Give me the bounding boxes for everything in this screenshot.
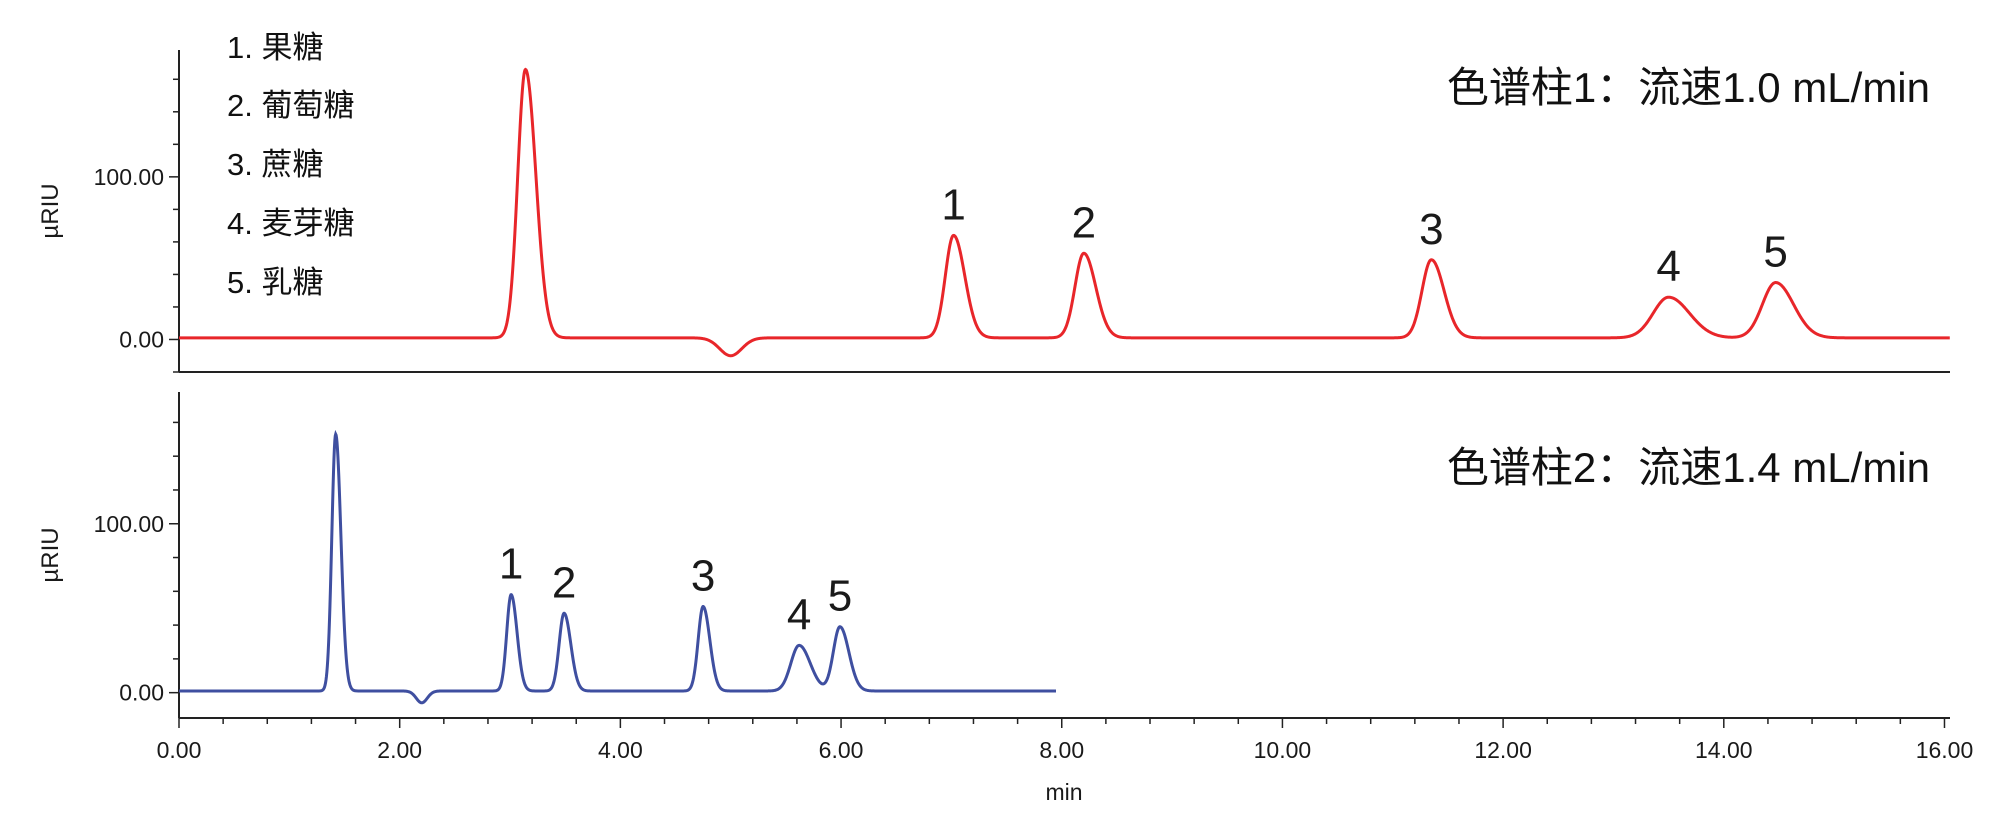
- peak-label-2: 2: [1072, 198, 1096, 247]
- x-axis-label: min: [1045, 779, 1082, 805]
- panel-2-ylabel: µRIU: [37, 527, 64, 582]
- x-tick-label: 14.00: [1695, 737, 1753, 763]
- panel-1-y-tick-label: 100.00: [94, 164, 164, 190]
- x-tick-label: 0.00: [157, 737, 202, 763]
- legend-item-3: 3. 蔗糖: [227, 147, 323, 182]
- panel-2: 色谱柱2：流速1.4 mL/min µRIU 0.00 100.00 1 2 3 4 5: [37, 392, 1950, 719]
- peak-label-5: 5: [828, 572, 852, 621]
- panel-2-peak-labels: 1 2 3 4 5: [499, 540, 852, 640]
- x-tick-label: 8.00: [1039, 737, 1084, 763]
- panel-2-y-tick-label: 100.00: [94, 511, 164, 537]
- x-tick-label: 2.00: [377, 737, 422, 763]
- legend: 1. 果糖 2. 葡萄糖 3. 蔗糖 4. 麦芽糖 5. 乳糖: [227, 30, 354, 300]
- legend-item-4: 4. 麦芽糖: [227, 206, 354, 241]
- x-axis-ticks: 0.00 2.00 4.00 6.00 8.00 10.00 12.00 14.…: [157, 718, 1974, 763]
- legend-item-2: 2. 葡萄糖: [227, 88, 354, 123]
- peak-label-4: 4: [1656, 242, 1680, 291]
- x-tick-label: 10.00: [1254, 737, 1312, 763]
- peak-label-2: 2: [552, 558, 576, 607]
- panel-1-peak-labels: 1 2 3 4 5: [941, 180, 1788, 291]
- x-tick-label: 4.00: [598, 737, 643, 763]
- peak-label-4: 4: [787, 590, 811, 639]
- peak-label-5: 5: [1763, 228, 1787, 277]
- panel-1: 色谱柱1：流速1.0 mL/min µRIU 0.00 100.00 1 2 3 4 5: [37, 50, 1950, 373]
- panel-2-y-ticks: 0.00 100.00: [94, 421, 179, 706]
- legend-item-5: 5. 乳糖: [227, 265, 323, 300]
- panel-1-series-line: [179, 67, 1950, 358]
- x-tick-label: 12.00: [1474, 737, 1532, 763]
- panel-1-y-ticks: 0.00 100.00: [94, 78, 179, 373]
- panel-1-ylabel: µRIU: [37, 183, 64, 238]
- peak-label-1: 1: [941, 180, 965, 229]
- peak-label-3: 3: [1419, 205, 1443, 254]
- peak-label-3: 3: [691, 552, 715, 601]
- panel-2-y-tick-label: 0.00: [119, 680, 164, 706]
- panel-2-series-line: [179, 429, 1056, 705]
- panel-2-title: 色谱柱2：流速1.4 mL/min: [1447, 444, 1930, 491]
- x-tick-label: 6.00: [819, 737, 864, 763]
- x-tick-label: 16.00: [1916, 737, 1974, 763]
- panel-1-title: 色谱柱1：流速1.0 mL/min: [1447, 64, 1930, 111]
- peak-label-1: 1: [499, 540, 523, 589]
- legend-item-1: 1. 果糖: [227, 30, 323, 65]
- panel-1-y-tick-label: 0.00: [119, 326, 164, 352]
